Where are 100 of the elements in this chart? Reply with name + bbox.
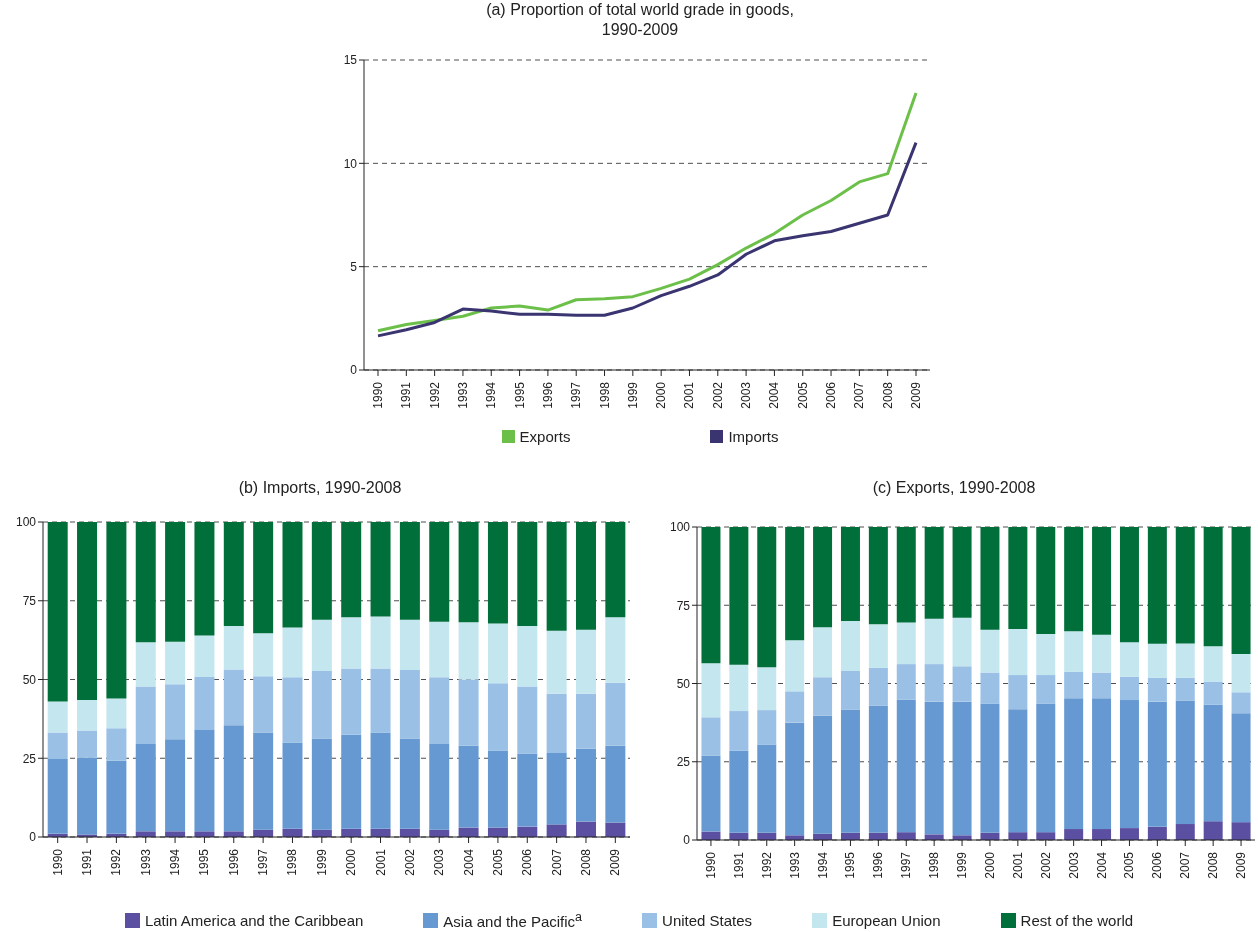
bar	[896, 622, 916, 665]
y-tick-label: 50	[22, 672, 37, 687]
x-tick-label: 1998	[285, 848, 300, 876]
x-tick-label: 2000	[654, 381, 669, 409]
bar	[194, 676, 215, 730]
bar	[135, 522, 156, 643]
bar	[1175, 643, 1195, 678]
x-tick-label: 2006	[1150, 851, 1165, 879]
bar	[546, 824, 567, 837]
y-tick-label: 25	[22, 751, 37, 766]
bar	[1036, 527, 1056, 635]
bar	[813, 677, 833, 716]
bar	[701, 755, 721, 832]
bar	[47, 758, 68, 834]
bar	[1036, 703, 1056, 833]
bar	[1147, 826, 1167, 840]
bar	[1092, 634, 1112, 673]
bar	[341, 734, 362, 829]
line-series	[376, 141, 918, 338]
bar	[701, 663, 721, 718]
line-series	[376, 91, 918, 333]
bar	[341, 617, 362, 669]
x-tick-label: 2002	[1038, 851, 1053, 879]
y-tick-label: 10	[343, 156, 358, 171]
bar	[1231, 822, 1251, 840]
bar	[223, 669, 244, 726]
bar	[576, 748, 596, 822]
bar	[757, 527, 777, 668]
x-tick-label: 2000	[982, 851, 997, 879]
bar	[370, 616, 391, 669]
x-tick-label: 1998	[927, 851, 942, 879]
x-tick-label: 2004	[767, 381, 782, 409]
x-tick-label: 2007	[852, 381, 867, 409]
bar	[785, 691, 805, 723]
y-tick-label: 15	[343, 53, 358, 68]
x-tick-label: 1996	[540, 381, 555, 409]
bar	[487, 623, 508, 684]
x-tick-label: 1996	[871, 851, 886, 879]
x-tick-label: 1994	[815, 851, 830, 879]
bar	[429, 522, 450, 622]
x-tick-label: 2003	[739, 381, 754, 409]
y-tick-label: 5	[350, 259, 358, 274]
x-tick-label: 1997	[569, 381, 584, 409]
bar	[546, 630, 567, 694]
bar	[1008, 709, 1028, 833]
bar	[1036, 675, 1056, 704]
y-tick-label: 100	[669, 520, 691, 535]
x-tick-label: 1992	[427, 381, 442, 409]
bar	[106, 760, 127, 834]
bar	[458, 522, 479, 623]
bar	[1231, 713, 1251, 823]
bar	[924, 664, 944, 702]
bar	[980, 703, 1000, 833]
bar	[546, 752, 567, 825]
bar	[399, 670, 420, 739]
legend-label: Rest of the world	[1020, 911, 1134, 929]
bar	[1064, 829, 1084, 840]
x-tick-label: 1990	[703, 851, 718, 879]
bar	[701, 717, 721, 756]
bar	[223, 725, 244, 832]
bar	[311, 522, 332, 620]
x-tick-label: 2008	[880, 381, 895, 409]
bar	[399, 738, 420, 829]
x-tick-label: 1991	[731, 851, 746, 879]
y-tick-label: 75	[676, 598, 691, 613]
bar	[223, 522, 244, 626]
bar	[924, 701, 944, 835]
bar	[1203, 646, 1223, 682]
bar	[605, 617, 626, 683]
bar	[1203, 681, 1223, 705]
bar	[729, 750, 749, 833]
bar	[1147, 701, 1167, 827]
bar	[924, 618, 944, 665]
x-tick-label: 2007	[1178, 851, 1193, 879]
bar	[282, 627, 303, 678]
x-tick-label: 1993	[138, 848, 153, 876]
bar	[47, 732, 68, 759]
bar	[1036, 634, 1056, 676]
bar	[1175, 824, 1195, 840]
y-tick-label: 0	[350, 363, 358, 378]
x-tick-label: 1990	[371, 381, 385, 409]
legend-label: United States	[662, 911, 753, 929]
bar	[701, 527, 721, 664]
bar	[399, 522, 420, 620]
x-tick-label: 1993	[455, 381, 470, 409]
bar	[47, 522, 68, 702]
bar	[576, 629, 596, 694]
bar	[1119, 676, 1139, 701]
x-tick-label: 1998	[597, 381, 612, 409]
x-tick-label: 2002	[402, 848, 417, 876]
bar	[785, 527, 805, 641]
y-tick-label: 100	[15, 515, 37, 530]
x-tick-label: 1997	[899, 851, 914, 879]
bar	[980, 527, 1000, 630]
bar	[253, 676, 274, 733]
bar	[1147, 643, 1167, 678]
bar	[429, 677, 450, 745]
bar	[546, 522, 567, 631]
bar	[1008, 527, 1028, 630]
x-tick-label: 1991	[399, 381, 414, 409]
